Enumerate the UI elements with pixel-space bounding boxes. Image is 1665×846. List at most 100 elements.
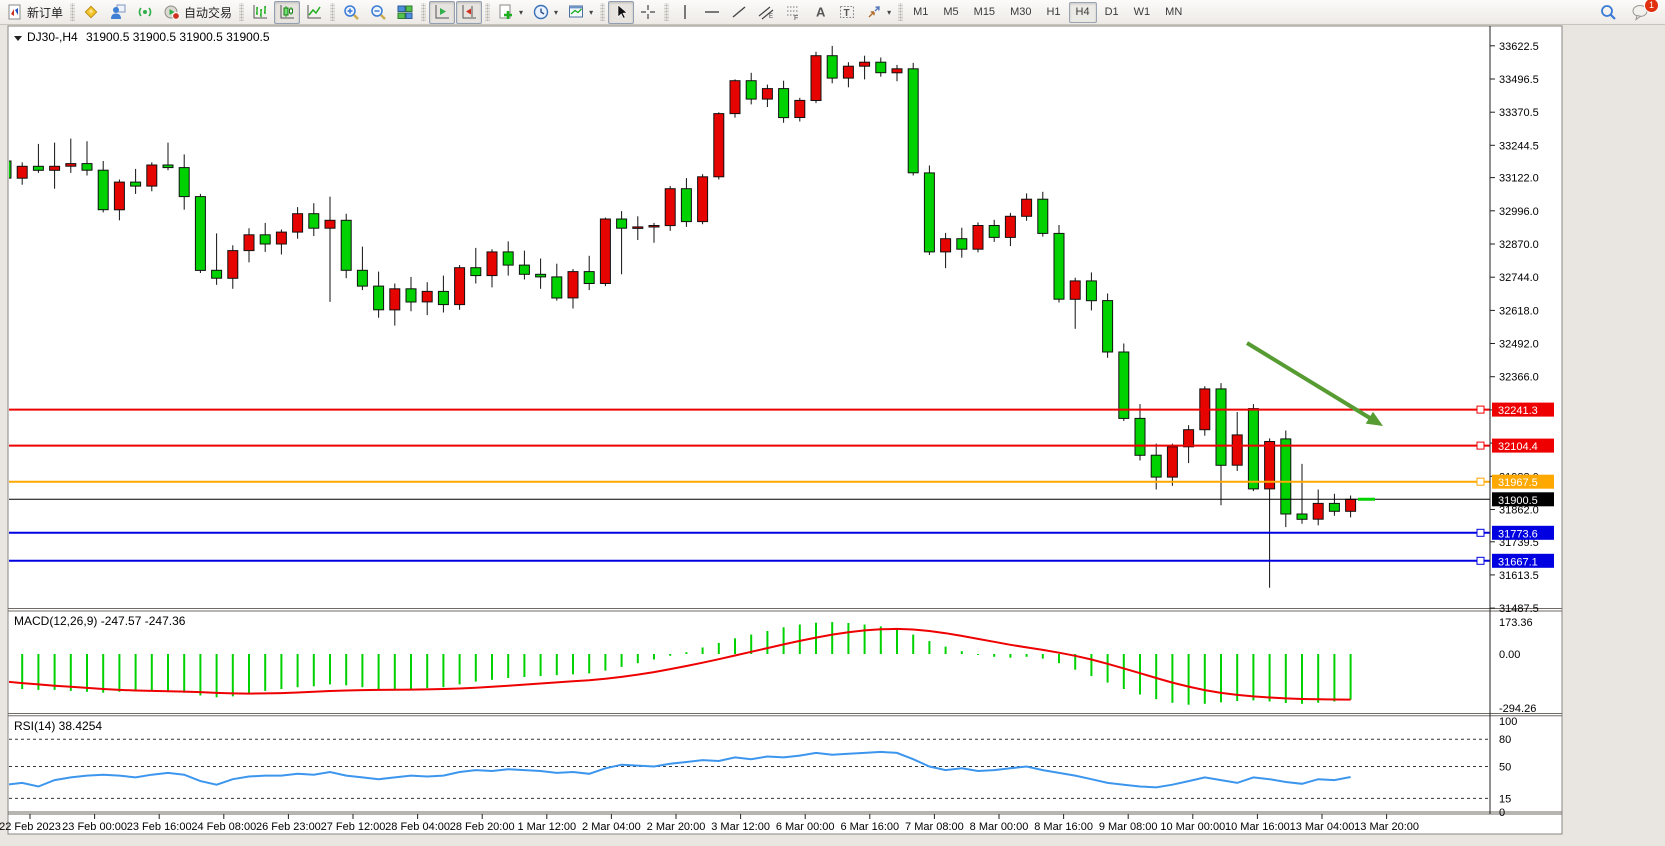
text-label-button[interactable]: T	[834, 1, 860, 24]
horizontal-line-31967.5[interactable]	[9, 477, 1490, 486]
timeframe-d1-button[interactable]: D1	[1104, 6, 1119, 18]
autotrading-button[interactable]: 自动交易	[159, 1, 236, 24]
periods-button[interactable]: ▾	[528, 1, 562, 24]
time-axis-label: 23 Feb 16:00	[127, 821, 192, 833]
horizontal-line-button[interactable]	[699, 1, 725, 24]
toolbar-gripper	[898, 3, 904, 21]
zoom-out-button[interactable]	[365, 1, 391, 24]
timeframe-mn-button[interactable]: MN	[1165, 6, 1183, 18]
trend-arrow-annotation[interactable]	[1245, 341, 1383, 426]
price-axis-label: 33622.5	[1499, 41, 1539, 53]
candle	[1037, 191, 1049, 237]
new-order-button[interactable]: 新订单	[2, 1, 67, 24]
chevron-down-icon	[14, 36, 22, 41]
macd-label: MACD(12,26,9) -247.57 -247.36	[14, 614, 186, 628]
candle	[470, 247, 482, 284]
timeframe-w1-button[interactable]: W1	[1133, 6, 1151, 18]
rsi-axis-label: 50	[1499, 762, 1511, 774]
candle	[1053, 225, 1065, 303]
candle	[227, 245, 239, 289]
line-handle[interactable]	[1476, 441, 1485, 450]
vertical-line-button[interactable]	[672, 1, 698, 24]
rsi-axis-label: 15	[1499, 793, 1511, 805]
horizontal-line-32241.3[interactable]	[9, 405, 1490, 414]
timeframe-m5-button[interactable]: M5	[943, 6, 959, 18]
rsi-indicator	[9, 738, 1490, 799]
timeframe-m1-button[interactable]: M1	[913, 6, 929, 18]
horizontal-line-32104.4[interactable]	[9, 441, 1490, 450]
candle	[259, 222, 271, 252]
periods-icon	[533, 4, 549, 20]
bar-chart-button[interactable]	[247, 1, 273, 24]
time-axis-label: 8 Mar 16:00	[1034, 821, 1093, 833]
candle	[437, 275, 449, 313]
trendline-icon	[732, 6, 746, 18]
svg-text:F: F	[794, 15, 798, 21]
candle	[826, 45, 838, 84]
horizontal-line-31773.6[interactable]	[9, 528, 1490, 537]
chart-title[interactable]: DJ30-,H4 31900.5 31900.5 31900.5 31900.5	[14, 30, 270, 44]
candle	[97, 161, 109, 213]
candle	[1215, 383, 1227, 506]
candle	[1134, 404, 1146, 461]
line-handle[interactable]	[1476, 477, 1485, 486]
zoom-out-icon	[371, 5, 386, 20]
line-handle[interactable]	[1476, 528, 1485, 537]
line-chart-button[interactable]	[301, 1, 327, 24]
axis-price-badge: 31900.5	[1492, 492, 1554, 507]
equidistant-channel-button[interactable]: E	[753, 1, 779, 24]
timeframe-m15-button[interactable]: M15	[973, 6, 996, 18]
chart-shift-icon	[462, 5, 477, 19]
cursor-button[interactable]	[608, 0, 635, 24]
arrows-button[interactable]: ▾	[861, 1, 895, 24]
zoom-in-icon	[344, 5, 359, 20]
chart-shift-button[interactable]	[456, 0, 483, 24]
candle	[486, 249, 498, 288]
notifications-button[interactable]: 1	[1627, 0, 1659, 24]
tile-windows-button[interactable]	[392, 1, 418, 24]
axis-price-badge: 32241.3	[1492, 402, 1554, 417]
rsi-axis-label: 0	[1499, 807, 1505, 819]
price-axis-label: 32618.0	[1499, 305, 1539, 317]
candle	[891, 64, 903, 82]
chart-window[interactable]: 33622.5 33496.5 33370.5 33244.5 33122.0 32996…	[0, 25, 1665, 841]
templates-button[interactable]: ▾	[563, 1, 597, 24]
time-axis-label: 8 Mar 00:00	[970, 821, 1029, 833]
metaeditor-button[interactable]	[78, 1, 104, 24]
time-axis-label: 9 Mar 08:00	[1099, 821, 1158, 833]
svg-text:A: A	[816, 5, 826, 20]
timeframe-m30-button[interactable]: M30	[1010, 6, 1032, 18]
candle	[16, 162, 28, 185]
line-handle[interactable]	[1476, 405, 1485, 414]
autoscroll-button[interactable]	[429, 0, 456, 24]
timeframe-h4-button[interactable]: H4	[1068, 1, 1097, 23]
fibonacci-button[interactable]: F	[780, 1, 806, 24]
candle	[1264, 438, 1276, 588]
rsi-axis: 100 80 50 15 0	[1499, 716, 1517, 819]
candle	[810, 51, 822, 104]
zoom-in-button[interactable]	[338, 1, 364, 24]
chart-canvas[interactable]: 33622.5 33496.5 33370.5 33244.5 33122.0 32996…	[0, 25, 1665, 841]
text-button[interactable]: A	[807, 1, 833, 24]
market-watch-button[interactable]	[105, 1, 131, 24]
line-chart-icon	[307, 5, 322, 19]
trendline-button[interactable]	[726, 1, 752, 24]
signals-button[interactable]	[132, 1, 158, 24]
line-handle[interactable]	[1476, 556, 1485, 565]
candle	[518, 250, 530, 280]
candle	[502, 241, 514, 276]
indicators-button[interactable]: ▾	[493, 1, 527, 24]
horizontal-line-31667.1[interactable]	[9, 556, 1490, 565]
candlestick-icon	[280, 5, 295, 19]
rsi-label: RSI(14) 38.4254	[14, 719, 102, 733]
price-axis-label: 33496.5	[1499, 74, 1539, 86]
time-axis: 22 Feb 2023 23 Feb 00:00 23 Feb 16:00 24 Fe…	[0, 814, 1419, 833]
price-axis-label: 32870.0	[1499, 239, 1539, 251]
svg-text:31773.6: 31773.6	[1498, 528, 1538, 540]
search-button[interactable]	[1595, 1, 1621, 24]
time-axis-label: 10 Mar 16:00	[1225, 821, 1290, 833]
candlestick-button[interactable]	[274, 0, 301, 24]
candle	[1328, 493, 1340, 516]
crosshair-button[interactable]	[635, 1, 661, 24]
timeframe-h1-button[interactable]: H1	[1046, 6, 1061, 18]
